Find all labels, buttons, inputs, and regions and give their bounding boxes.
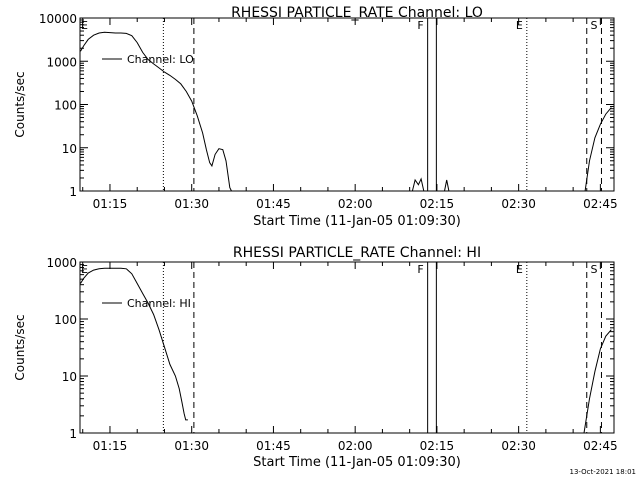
panel-hi: RHESSI PARTICLE_RATE Channel: HI 01:15 01:… (13, 245, 618, 470)
x-tick-label: 02:30 (501, 439, 536, 453)
x-tick-label: 02:00 (338, 197, 373, 211)
y-tick-label: 100 (54, 99, 77, 113)
x-tick-label: 02:30 (501, 197, 536, 211)
y-tick-label: 1000 (46, 256, 77, 270)
y-tick-label: 1000 (46, 55, 77, 69)
x-tick-label: 02:00 (338, 439, 373, 453)
legend-label: Channel: HI (127, 297, 191, 310)
series-line (411, 177, 425, 192)
y-axis-label: Counts/sec (13, 314, 27, 380)
corner-label: E (81, 263, 88, 276)
x-tick-label: 01:30 (174, 197, 209, 211)
x-tick-label: 02:15 (420, 197, 455, 211)
x-tick-label: 01:45 (256, 197, 291, 211)
y-tick-label: 10 (62, 142, 77, 156)
y-tick-label: 10 (62, 370, 77, 384)
chart-title: RHESSI PARTICLE_RATE Channel: HI (233, 245, 481, 261)
event-line-label: S (590, 263, 597, 276)
plot-frame (79, 17, 615, 192)
x-axis-label: Start Time (11-Jan-05 01:09:30) (253, 455, 461, 470)
x-tick-label: 01:15 (93, 197, 128, 211)
plot-frame (79, 261, 615, 434)
y-tick-label: 10000 (39, 12, 77, 26)
x-tick-label: 01:30 (174, 439, 209, 453)
series-line (80, 31, 232, 192)
series-line (583, 329, 612, 434)
event-line-label: S (590, 19, 597, 32)
event-line-label: F (417, 263, 423, 276)
panel-lo: RHESSI PARTICLE_RATE Channel: LO 01:15 01:… (13, 5, 618, 229)
series-line (584, 107, 612, 192)
x-tick-label: 02:15 (420, 439, 455, 453)
chart-title: RHESSI PARTICLE_RATE Channel: LO (231, 5, 483, 21)
series-line (444, 179, 450, 192)
y-tick-label: 1 (69, 427, 77, 441)
event-line-label: E (516, 19, 523, 32)
corner-label: E (81, 19, 88, 32)
series-line (80, 267, 188, 421)
y-tick-label: 100 (54, 313, 77, 327)
x-tick-label: 01:45 (256, 439, 291, 453)
y-tick-label: 1 (69, 185, 77, 199)
x-axis-label: Start Time (11-Jan-05 01:09:30) (253, 214, 461, 229)
footer-timestamp: 13-Oct-2021 18:01 (570, 468, 636, 476)
y-axis-label: Counts/sec (13, 71, 27, 137)
x-tick-label: 02:45 (583, 439, 618, 453)
x-tick-label: 01:15 (93, 439, 128, 453)
legend-label: Channel: LO (127, 53, 194, 66)
x-tick-label: 02:45 (583, 197, 618, 211)
event-line-label: E (516, 263, 523, 276)
event-line-label: F (417, 19, 423, 32)
